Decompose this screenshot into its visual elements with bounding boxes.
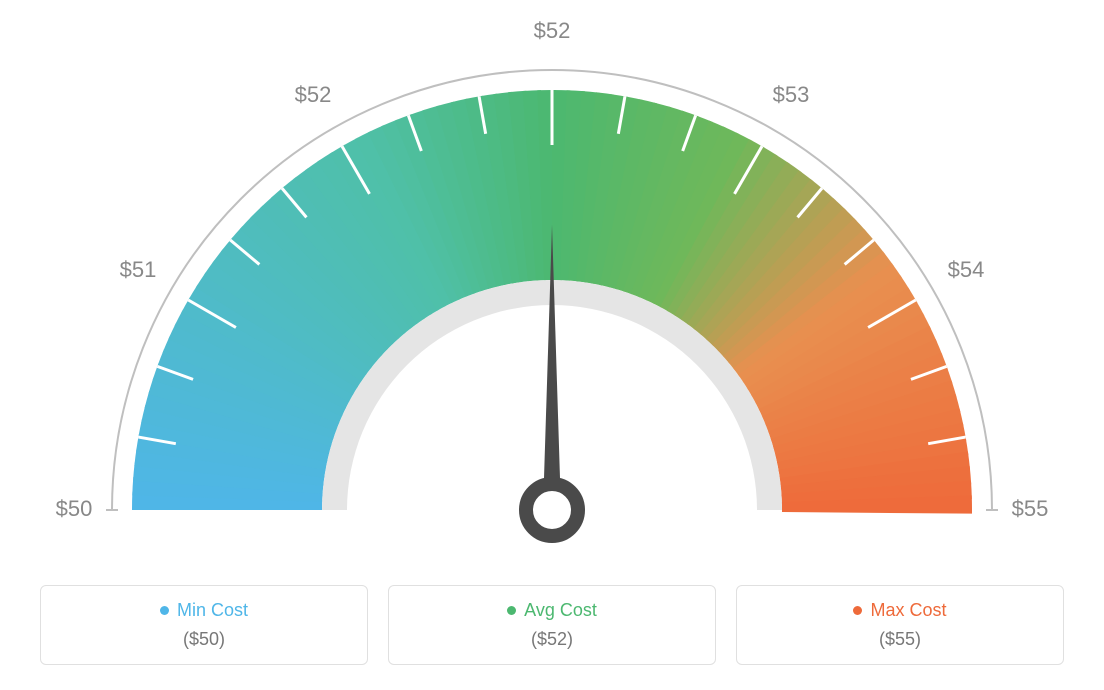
legend-dot-avg: [507, 606, 516, 615]
legend-label-max: Max Cost: [870, 600, 946, 621]
gauge-tick-label: $54: [948, 257, 985, 282]
legend-label-avg: Avg Cost: [524, 600, 597, 621]
legend-box-avg: Avg Cost ($52): [388, 585, 716, 665]
legend-value-avg: ($52): [399, 629, 705, 650]
gauge-tick-label: $52: [295, 82, 332, 107]
gauge-tick-label: $52: [534, 18, 571, 43]
legend-value-max: ($55): [747, 629, 1053, 650]
legend-title-avg: Avg Cost: [507, 600, 597, 621]
cost-gauge-chart: $50 $51 $52 $52 $53 $54 $55 Min Cost ($50) Avg…: [0, 0, 1104, 690]
gauge-tick-label: $55: [1012, 496, 1049, 521]
gauge-tick-label: $50: [56, 496, 93, 521]
legend-dot-min: [160, 606, 169, 615]
legend: Min Cost ($50) Avg Cost ($52) Max Cost (…: [40, 585, 1064, 665]
gauge-tick-label: $51: [120, 257, 157, 282]
gauge-area: $50 $51 $52 $52 $53 $54 $55: [0, 0, 1104, 560]
legend-box-min: Min Cost ($50): [40, 585, 368, 665]
legend-dot-max: [853, 606, 862, 615]
legend-box-max: Max Cost ($55): [736, 585, 1064, 665]
legend-title-max: Max Cost: [853, 600, 946, 621]
gauge-tick-label: $53: [773, 82, 810, 107]
legend-title-min: Min Cost: [160, 600, 248, 621]
legend-label-min: Min Cost: [177, 600, 248, 621]
gauge-svg: $50 $51 $52 $52 $53 $54 $55: [0, 0, 1104, 560]
legend-value-min: ($50): [51, 629, 357, 650]
